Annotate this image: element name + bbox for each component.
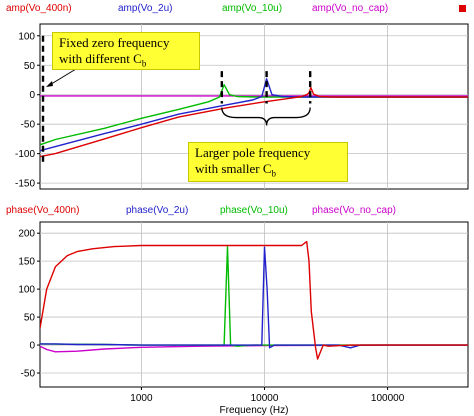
legend-phase-vo-400n: phase(Vo_400n) bbox=[6, 205, 79, 216]
series-lines bbox=[40, 240, 468, 360]
y-tick-label: 150 bbox=[18, 257, 35, 268]
y-tick-label: -50 bbox=[21, 120, 36, 131]
y-tick-label: -100 bbox=[15, 149, 35, 160]
legend-amp-vo-2u: amp(Vo_2u) bbox=[118, 3, 172, 14]
x-axis-label: Frequency (Hz) bbox=[220, 405, 289, 416]
annotation-larger-pole: Larger pole frequency with smaller Cb bbox=[188, 142, 348, 182]
annotation-larger-pole-line1: Larger pole frequency bbox=[195, 145, 311, 160]
x-tick-label: 10000 bbox=[251, 393, 279, 404]
annotation-fixed-zero-line2: with different Cb bbox=[59, 51, 193, 72]
series-line-phase-vo-400n bbox=[40, 240, 468, 360]
legend-phase-vo-2u: phase(Vo_2u) bbox=[126, 205, 188, 216]
y-tick-label: 200 bbox=[18, 229, 35, 240]
series-line-amp-vo-400n bbox=[40, 86, 468, 158]
legend-amp-vo-400n: amp(Vo_400n) bbox=[6, 3, 72, 14]
legend-phase-vo-no-cap: phase(Vo_no_cap) bbox=[312, 205, 396, 216]
y-tick-label: 0 bbox=[29, 90, 35, 101]
legend-amp-vo-10u: amp(Vo_10u) bbox=[222, 3, 282, 14]
x-tick-label: 1000 bbox=[130, 393, 153, 404]
y-tick-label: 0 bbox=[29, 341, 35, 352]
legend-amp-vo-no-cap: amp(Vo_no_cap) bbox=[312, 3, 388, 14]
y-tick-label: 50 bbox=[24, 313, 36, 324]
legend-phase-vo-10u: phase(Vo_10u) bbox=[220, 205, 288, 216]
arrow-head bbox=[46, 81, 53, 87]
arrow-line bbox=[47, 68, 77, 87]
annotation-fixed-zero-subscript: b bbox=[141, 58, 147, 69]
y-tick-label: 100 bbox=[18, 285, 35, 296]
x-tick-label: 100000 bbox=[371, 393, 405, 404]
annotation-fixed-zero-line1: Fixed zero frequency bbox=[59, 35, 170, 50]
series-lines bbox=[40, 78, 468, 158]
y-tick-label: 100 bbox=[18, 31, 35, 42]
annotation-fixed-zero-line2-text: with different C bbox=[59, 51, 142, 66]
annotation-larger-pole-subscript: b bbox=[271, 168, 277, 179]
phase-plot: 200 150 100 50 0 -50 1000 10000 100000 Frequency … bbox=[6, 205, 469, 416]
y-tick-label: -150 bbox=[15, 179, 35, 190]
annotation-larger-pole-line2-text: with smaller C bbox=[195, 161, 272, 176]
corner-marker bbox=[459, 5, 466, 12]
annotation-larger-pole-line2: with smaller Cb bbox=[195, 161, 341, 182]
annotation-fixed-zero: Fixed zero frequency with different Cb bbox=[52, 32, 200, 70]
y-tick-label: 50 bbox=[24, 61, 36, 72]
y-tick-label: -50 bbox=[21, 369, 36, 380]
plot-area bbox=[39, 221, 469, 388]
